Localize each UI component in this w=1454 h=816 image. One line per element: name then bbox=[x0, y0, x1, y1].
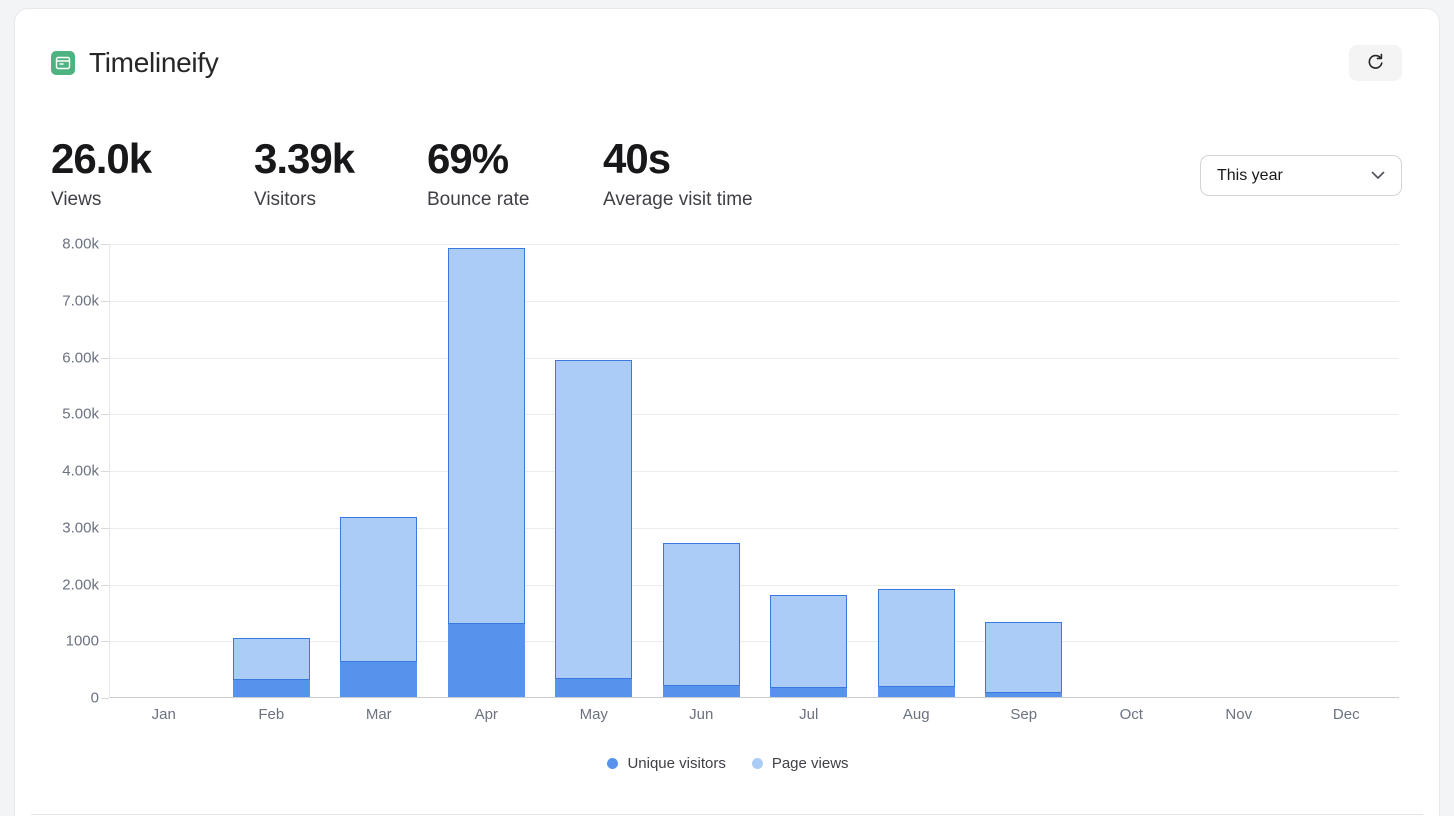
bar-page-views-sep[interactable] bbox=[985, 622, 1063, 697]
y-axis-label: 7.00k bbox=[62, 292, 99, 310]
x-axis-label-aug: Aug bbox=[902, 706, 930, 723]
gridline bbox=[110, 584, 1399, 586]
x-axis-label-jun: Jun bbox=[689, 706, 714, 723]
stat-bounce-rate-value: 69% bbox=[427, 135, 509, 182]
bar-unique-visitors-sep[interactable] bbox=[985, 691, 1063, 697]
bar-unique-visitors-mar[interactable] bbox=[340, 660, 418, 697]
page-title: Timelineify bbox=[89, 47, 219, 78]
y-axis-tick bbox=[101, 471, 109, 472]
gridline bbox=[110, 641, 1399, 643]
x-axis-label-feb: Feb bbox=[258, 706, 285, 723]
period-dropdown[interactable]: This year bbox=[1200, 155, 1402, 196]
stat-views: 26.0k Views bbox=[51, 135, 152, 211]
x-axis-label-jul: Jul bbox=[799, 706, 819, 723]
bar-unique-visitors-apr[interactable] bbox=[447, 623, 525, 697]
stat-views-value: 26.0k bbox=[51, 135, 152, 182]
chevron-down-icon bbox=[1371, 167, 1385, 185]
bar-unique-visitors-may[interactable] bbox=[555, 678, 633, 697]
bar-page-views-apr[interactable] bbox=[447, 247, 525, 697]
y-axis-label: 3.00k bbox=[62, 519, 99, 537]
gridline bbox=[110, 414, 1399, 416]
y-axis-tick bbox=[101, 527, 109, 529]
y-axis-label: 2.00k bbox=[62, 576, 99, 593]
y-axis-tick bbox=[101, 414, 109, 416]
y-axis-label: 8.00k bbox=[62, 235, 99, 253]
y-axis-tick bbox=[101, 641, 109, 643]
bar-page-views-jun[interactable] bbox=[662, 543, 740, 697]
brand: Timelineify bbox=[51, 47, 219, 79]
y-axis-label: 4.00k bbox=[62, 462, 99, 480]
y-axis-label: 6.00k bbox=[62, 349, 99, 366]
x-axis-label-may: May bbox=[579, 706, 608, 723]
y-axis-tick bbox=[101, 698, 109, 699]
gridline bbox=[110, 471, 1399, 472]
y-axis-tick bbox=[101, 357, 109, 359]
y-axis-label: 1000 bbox=[65, 632, 99, 650]
bar-unique-visitors-aug[interactable] bbox=[877, 686, 955, 697]
x-axis-label-jan: Jan bbox=[151, 706, 176, 723]
x-axis-label-oct: Oct bbox=[1119, 706, 1143, 723]
analytics-card: Timelineify 26.0k Views 3.39k Visitors 6… bbox=[14, 8, 1440, 816]
stat-avg-visit-time: 40s Average visit time bbox=[603, 135, 753, 211]
bar-page-views-aug[interactable] bbox=[877, 588, 955, 697]
gridline bbox=[110, 357, 1399, 359]
gridline bbox=[110, 527, 1399, 529]
x-axis-label-apr: Apr bbox=[474, 706, 498, 723]
stat-visitors: 3.39k Visitors bbox=[254, 135, 355, 211]
chart-plot-area: 0 1000 2.00k 3.00k 4.00k 5.00k 6.00k 7.00k 8.00k… bbox=[62, 236, 1399, 723]
period-dropdown-value: This year bbox=[1217, 166, 1283, 184]
bar-unique-visitors-jul[interactable] bbox=[770, 687, 848, 697]
bar-page-views-may[interactable] bbox=[555, 360, 633, 697]
x-axis-label-sep: Sep bbox=[1010, 706, 1038, 723]
bar-unique-visitors-feb[interactable] bbox=[232, 678, 310, 697]
y-axis-label: 5.00k bbox=[62, 405, 99, 423]
legend-item-page-views[interactable]: Page views bbox=[751, 755, 849, 772]
y-axis-tick bbox=[101, 584, 109, 586]
x-axis-label-mar: Mar bbox=[365, 706, 392, 723]
stat-views-label: Views bbox=[51, 189, 102, 211]
legend-item-unique-visitors[interactable]: Unique visitors bbox=[607, 755, 726, 772]
stat-bounce-rate-label: Bounce rate bbox=[427, 189, 530, 211]
refresh-icon bbox=[1366, 52, 1385, 74]
y-axis-tick bbox=[101, 300, 109, 302]
legend-dot bbox=[607, 758, 619, 769]
stat-visitors-value: 3.39k bbox=[254, 135, 355, 182]
refresh-button[interactable] bbox=[1349, 45, 1402, 81]
stat-avg-visit-time-value: 40s bbox=[603, 135, 671, 182]
legend-label: Page views bbox=[771, 755, 849, 772]
x-axis-label-dec: Dec bbox=[1332, 706, 1360, 723]
bar-page-views-jul[interactable] bbox=[770, 595, 848, 697]
stat-visitors-label: Visitors bbox=[254, 189, 316, 211]
legend-label: Unique visitors bbox=[627, 755, 726, 772]
chart-legend: Unique visitors Page views bbox=[15, 755, 1439, 772]
gridline bbox=[110, 300, 1399, 302]
x-axis-label-nov: Nov bbox=[1225, 706, 1253, 723]
stat-avg-visit-time-label: Average visit time bbox=[603, 189, 753, 211]
y-axis-label: 0 bbox=[90, 689, 99, 707]
bar-unique-visitors-jun[interactable] bbox=[662, 684, 740, 697]
y-axis-tick bbox=[101, 244, 109, 245]
app-logo-icon bbox=[51, 51, 75, 75]
stat-bounce-rate: 69% Bounce rate bbox=[427, 135, 529, 211]
section-divider bbox=[31, 814, 1423, 815]
legend-dot bbox=[751, 758, 763, 769]
gridline bbox=[110, 244, 1399, 245]
